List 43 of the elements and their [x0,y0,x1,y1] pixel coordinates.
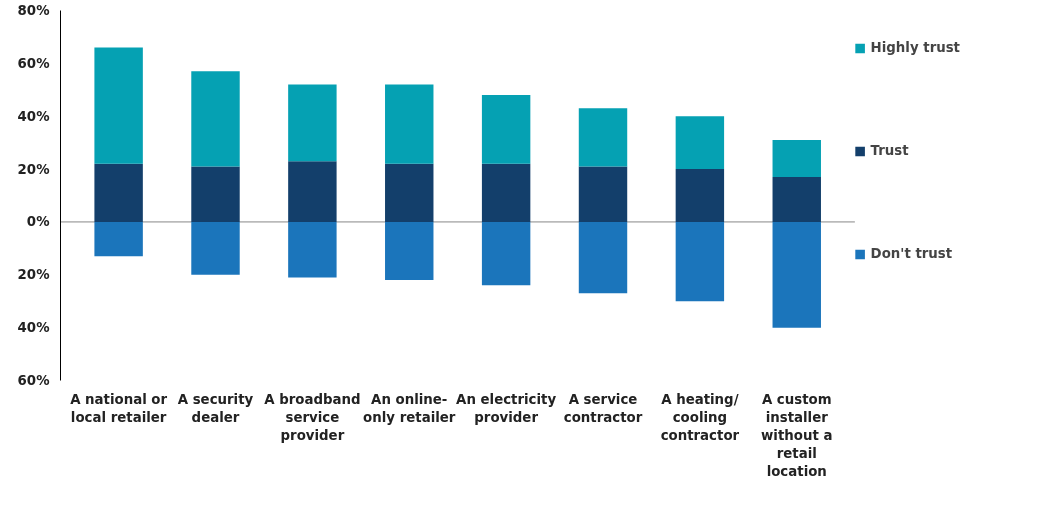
bar [481,221,531,286]
x-tick-label: An electricity provider [456,391,557,425]
bar [94,163,143,222]
bar [94,221,143,257]
y-tick-label: 40% [17,108,50,124]
legend-label: Highly trust [870,40,960,55]
bar [772,177,821,222]
bar [288,161,337,222]
x-tick-label: A service contractor [563,391,643,425]
x-tick-label: An online-only retailer [363,391,456,425]
bar [578,166,628,222]
y-tick-label: 20% [17,161,50,177]
bar [288,84,337,162]
x-tick-label: A security dealer [177,391,254,425]
y-tick-label: 60% [17,373,50,388]
legend-label: Trust [870,143,909,158]
x-tick-label: A national or local retailer [70,391,168,425]
bar [385,221,434,281]
bar [675,169,725,222]
y-tick-label: 0% [26,214,50,230]
bar [191,166,240,222]
x-tick-label: A custom installer without a retail location [761,391,833,479]
bar [481,95,531,164]
bar [772,140,821,177]
bar [772,221,821,328]
bar [481,163,531,222]
bar [675,221,725,302]
bar [675,116,725,170]
y-tick-label: 20% [17,267,50,283]
bar [288,221,337,278]
bar [385,163,434,222]
x-tick-label: A broadband service provider [264,391,361,443]
x-tick-label: A heating/ cooling contractor [660,391,740,443]
bar [578,108,628,167]
bar [191,71,240,167]
bar [385,84,434,164]
legend-label: Don't trust [870,246,953,261]
y-tick-label: 40% [17,320,50,336]
bar [94,47,143,164]
bar [191,221,240,275]
y-tick-label: 80% [17,3,50,18]
bar [578,221,628,294]
y-tick-label: 60% [17,55,50,71]
